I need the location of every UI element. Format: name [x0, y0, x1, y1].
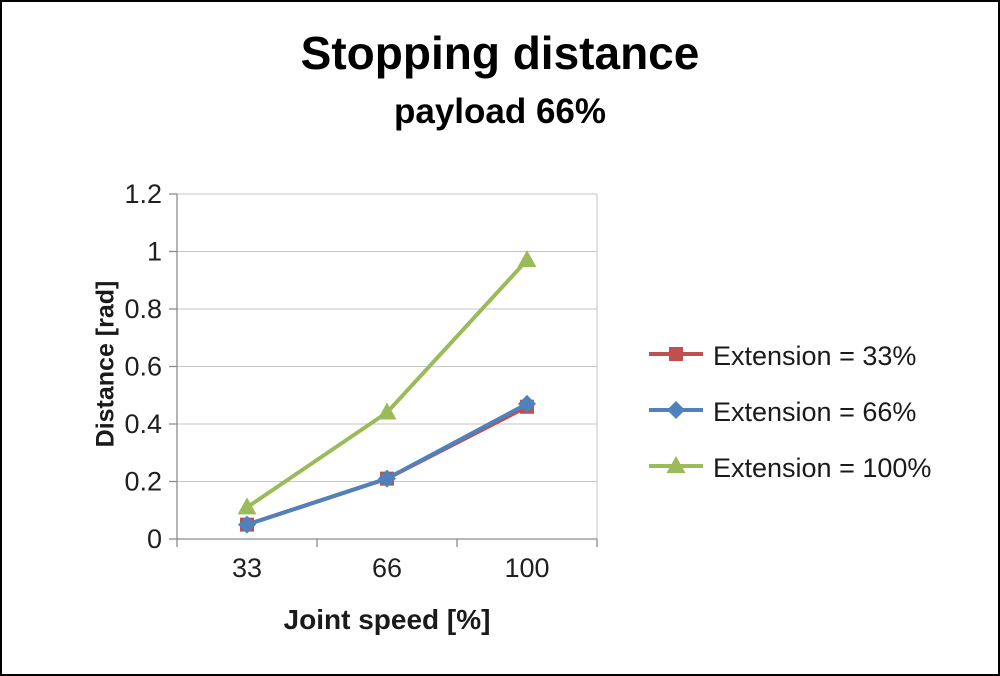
legend-line-marker-icon	[647, 399, 705, 426]
svg-text:0: 0	[147, 524, 162, 554]
x-axis-title: Joint speed [%]	[283, 604, 491, 635]
svg-text:100: 100	[504, 553, 549, 583]
chart-subtitle: payload 66%	[393, 92, 607, 131]
legend-line-marker-icon	[647, 455, 705, 482]
legend-label: Extension = 33%	[713, 340, 917, 371]
legend-item-extension-33: Extension = 33%	[647, 340, 931, 372]
legend-label: Extension = 100%	[713, 452, 932, 483]
svg-text:0.6: 0.6	[124, 352, 162, 382]
chart-title: Stopping distance	[300, 27, 700, 79]
svg-text:33: 33	[232, 553, 262, 583]
svg-text:0.4: 0.4	[124, 409, 162, 439]
svg-text:1.2: 1.2	[124, 179, 162, 209]
svg-text:0.2: 0.2	[124, 467, 162, 497]
svg-text:66: 66	[372, 553, 402, 583]
svg-text:0.8: 0.8	[124, 294, 162, 324]
legend-item-extension-66: Extension = 66%	[647, 396, 931, 428]
legend-item-extension-100: Extension = 100%	[647, 452, 931, 484]
legend-line-marker-icon	[647, 343, 705, 370]
svg-text:1: 1	[147, 237, 162, 267]
legend: Extension = 33% Extension = 66% Extensio…	[647, 340, 931, 484]
legend-label: Extension = 66%	[713, 396, 917, 427]
